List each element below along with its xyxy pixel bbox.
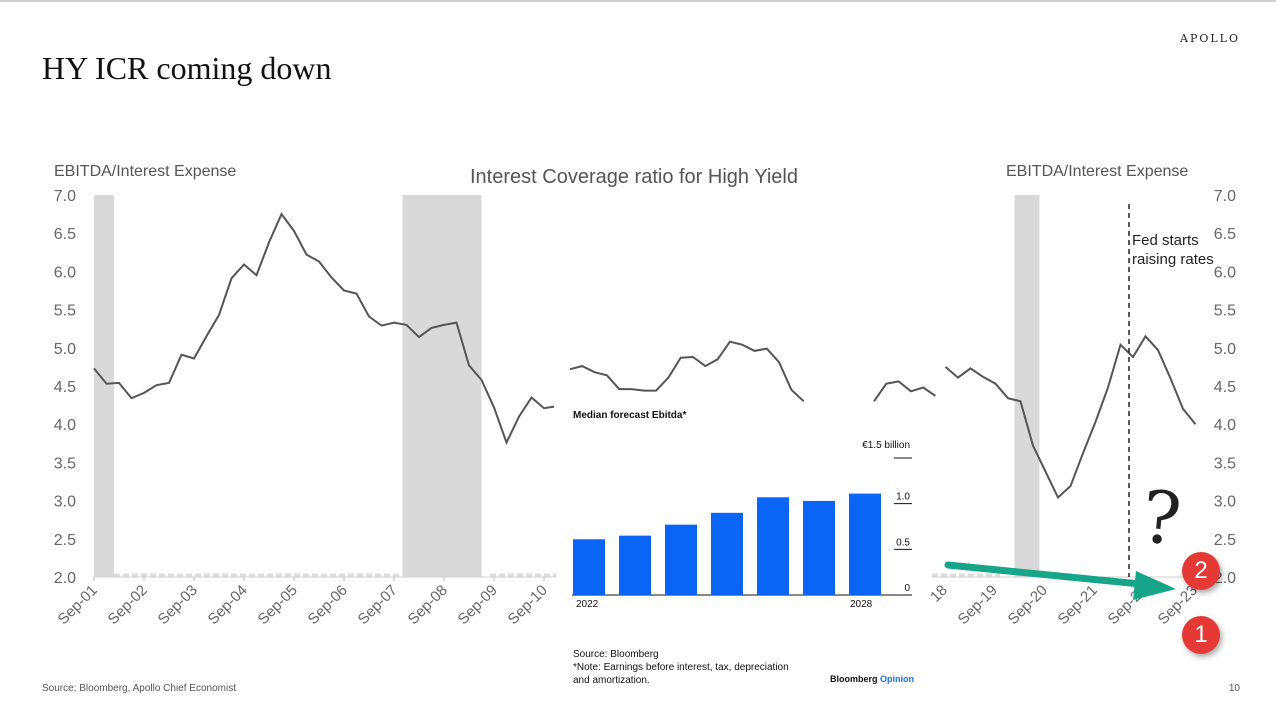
y-tick-right-7.0: 7.0 [1214,188,1236,205]
badge-1: 1 [1182,616,1220,654]
y-tick-left-5.5: 5.5 [54,303,76,320]
fed-annotation-line2: raising rates [1132,251,1214,268]
inset-x-label-end: 2028 [850,599,873,610]
top-rule [0,0,1276,2]
y-tick-left-2.0: 2.0 [54,570,76,587]
y-tick-left-2.5: 2.5 [54,532,76,549]
inset-bar-2027 [803,500,835,595]
recession-shade-2020 [1014,195,1040,577]
chart-title: Interest Coverage ratio for High Yield [470,166,798,188]
green-arrow-shaft [944,561,1154,589]
inset-source-line3: and amortization. [573,675,650,686]
green-arrow-head [1133,571,1176,600]
y-tick-right-3.5: 3.5 [1214,455,1236,472]
logo-main: Bloomberg [829,674,878,684]
inset-source-line2: *Note: Earnings before interest, tax, de… [573,662,789,673]
y-tick-right-4.0: 4.0 [1214,417,1236,434]
inset-y-tick-0.5: 0.5 [896,537,910,548]
inset-bar-2023 [619,535,651,595]
y-tick-right-6.0: 6.0 [1214,264,1236,281]
y-tick-right-4.5: 4.5 [1214,379,1236,396]
inset-bar-2026 [757,497,789,595]
y-tick-left-5.0: 5.0 [54,341,76,358]
bloomberg-opinion-logo: Bloomberg Opinion [830,674,914,684]
y-tick-right-5.0: 5.0 [1214,341,1236,358]
series-line-right [944,334,1197,500]
y-axis-label-left: EBITDA/Interest Expense [54,163,237,180]
y-tick-right-5.5: 5.5 [1214,303,1236,320]
inset-bar-2022 [573,539,605,595]
recession-shade-2008 [402,195,482,577]
slide-source: Source: Bloomberg, Apollo Chief Economis… [42,683,236,694]
inset-x-label-start: 2022 [576,599,599,610]
y-tick-left-3.5: 3.5 [54,455,76,472]
y-tick-right-2.5: 2.5 [1214,532,1236,549]
badge-2: 2 [1182,552,1220,590]
y-tick-left-6.5: 6.5 [54,226,76,243]
page-number: 10 [1228,683,1240,694]
y-tick-left-6.0: 6.0 [54,264,76,281]
y-tick-right-6.5: 6.5 [1214,226,1236,243]
y-tick-left-7.0: 7.0 [54,188,76,205]
ebitda-forecast-inset: Median forecast Ebitda* €1.5 billion 1.0… [566,402,920,698]
inset-bar-2024 [665,524,697,595]
series-line-left [93,212,555,446]
series-line-middle [569,340,805,403]
page-title: HY ICR coming down [42,50,332,86]
series-line-right-start [873,380,937,402]
y-tick-left-3.0: 3.0 [54,494,76,511]
inset-title: Median forecast Ebitda* [573,410,687,421]
y-axis-label-right: EBITDA/Interest Expense [1006,163,1189,180]
y-tick-right-3.0: 3.0 [1214,494,1236,511]
y-tick-left-4.0: 4.0 [54,417,76,434]
y-tick-left-4.5: 4.5 [54,379,76,396]
fed-annotation-line1: Fed starts [1132,232,1199,249]
fed-annotation: Fed starts raising rates [1132,231,1214,269]
inset-bar-2028 [849,493,881,595]
inset-source-line1: Source: Bloomberg [573,649,659,660]
brand-logo: APOLLO [1180,32,1240,45]
inset-y-tick-1.0: 1.0 [896,492,910,503]
inset-unit-label: €1.5 billion [862,440,910,451]
inset-y-tick-0: 0 [904,583,910,594]
inset-bar-chart: 1.0 0.5 0 2022 2028 [572,457,912,610]
recession-shade-2001 [94,195,114,577]
inset-bar-2025 [711,512,743,595]
logo-sub: Opinion [880,674,914,684]
inset-source: Source: Bloomberg *Note: Earnings before… [573,648,789,687]
